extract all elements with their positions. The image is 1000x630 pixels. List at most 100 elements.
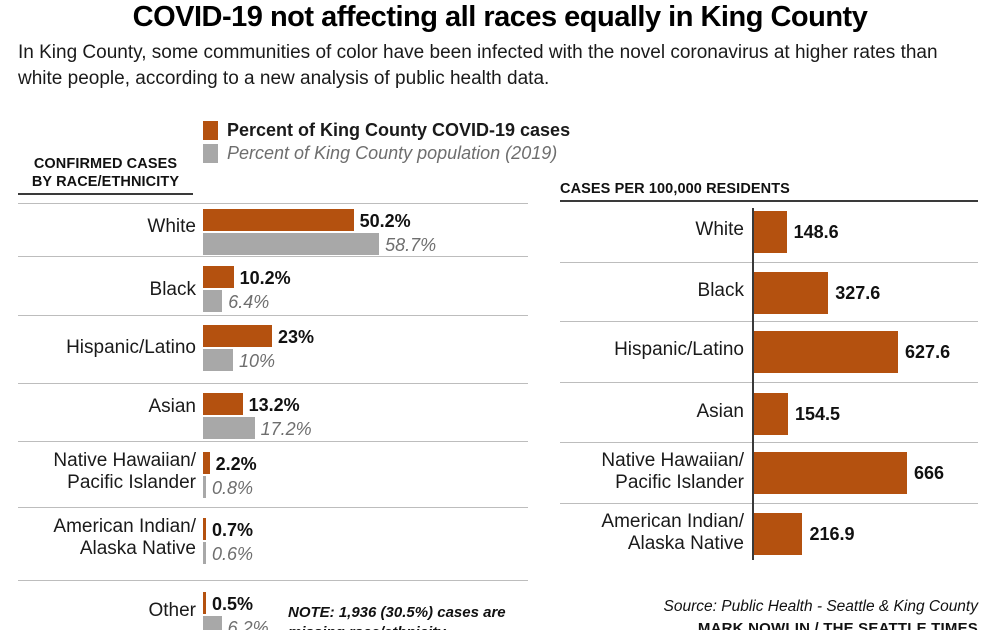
left-bar-cases <box>203 452 210 474</box>
left-row-divider <box>18 315 528 316</box>
legend-item-cases: Percent of King County COVID-19 cases <box>203 119 570 142</box>
right-row-divider <box>560 442 978 443</box>
left-category-label: White <box>8 216 196 238</box>
legend-label-cases: Percent of King County COVID-19 cases <box>227 120 571 140</box>
left-bar-population <box>203 290 223 312</box>
right-bar <box>752 211 787 253</box>
left-bar-cases <box>203 393 243 415</box>
left-bar-value-cases: 23% <box>278 327 315 347</box>
left-bar-population <box>203 542 206 564</box>
left-category-label-line2: Pacific Islander <box>67 472 196 493</box>
left-bar-cases <box>203 209 354 231</box>
left-panel-rule <box>18 193 193 195</box>
right-row-divider <box>560 321 978 322</box>
right-bar <box>752 331 899 373</box>
left-panel-title-line1: CONFIRMED CASES <box>33 156 178 172</box>
credit-line: MARK NOWLIN / THE SEATTLE TIMES <box>697 620 978 630</box>
right-category-label-line1: Native Hawaiian/ <box>601 450 744 471</box>
right-category-label-line1: Hispanic/Latino <box>614 339 744 360</box>
right-category-label: White <box>548 219 744 241</box>
left-row-divider <box>18 256 528 257</box>
left-bar-value-population: 10% <box>239 351 276 371</box>
left-row-divider <box>18 383 528 384</box>
chart-legend: Percent of King County COVID-19 cases Pe… <box>203 119 570 165</box>
right-bar <box>752 393 788 435</box>
left-category-label: Other <box>8 600 196 622</box>
right-category-label: Asian <box>548 401 744 423</box>
left-bar-value-cases: 10.2% <box>239 268 291 288</box>
right-category-label-line2: Pacific Islander <box>615 472 744 493</box>
left-bar-cases <box>203 266 234 288</box>
left-category-label: Black <box>8 279 196 301</box>
right-category-label-line1: American Indian/ <box>601 511 744 532</box>
left-category-label: Hispanic/Latino <box>8 337 196 359</box>
right-category-label: American Indian/Alaska Native <box>548 511 744 555</box>
right-bar-value: 327.6 <box>835 283 881 303</box>
right-bar-value: 666 <box>913 463 945 483</box>
right-row-divider <box>560 382 978 383</box>
right-bar-value: 154.5 <box>794 404 840 424</box>
left-bar-value-cases: 50.2% <box>359 211 411 231</box>
left-category-label-line1: Asian <box>148 396 196 417</box>
right-category-label-line1: White <box>695 219 744 240</box>
left-row-divider <box>18 507 528 508</box>
legend-swatch-cases-icon <box>203 121 218 140</box>
left-category-label: American Indian/Alaska Native <box>8 516 196 560</box>
right-bar <box>752 513 803 555</box>
left-row-divider <box>18 580 528 581</box>
left-bar-value-population: 0.8% <box>212 478 254 498</box>
left-bar-population <box>203 233 380 255</box>
right-panel-title: CASES PER 100,000 RESIDENTS <box>560 181 790 197</box>
page-subtitle: In King County, some communities of colo… <box>18 42 938 89</box>
left-category-label-line1: Other <box>148 600 196 621</box>
chart-note: NOTE: 1,936 (30.5%) cases are missing ra… <box>288 604 506 630</box>
right-category-label-line1: Black <box>697 280 744 301</box>
right-category-label-line2: Alaska Native <box>627 533 744 554</box>
left-row-divider <box>18 441 528 442</box>
left-bar-value-population: 17.2% <box>260 419 312 439</box>
right-bar <box>752 272 829 314</box>
left-bar-value-cases: 2.2% <box>215 454 257 474</box>
right-bar-value: 148.6 <box>793 222 839 242</box>
right-chart-axis-line <box>752 208 754 560</box>
left-category-label-line1: Hispanic/Latino <box>66 337 196 358</box>
page-title: COVID-19 not affecting all races equally… <box>132 1 868 33</box>
left-bar-population <box>203 349 233 371</box>
left-bar-value-population: 0.6% <box>212 544 254 564</box>
left-category-label-line1: White <box>147 216 196 237</box>
right-panel-rule <box>560 200 978 202</box>
right-category-label-line1: Asian <box>696 401 744 422</box>
left-category-label-line1: American Indian/ <box>53 516 196 537</box>
left-bar-value-cases: 13.2% <box>248 395 300 415</box>
left-bar-cases <box>203 325 272 347</box>
left-bar-population <box>203 616 222 630</box>
legend-item-population: Percent of King County population (2019) <box>203 142 570 165</box>
left-bar-population <box>203 417 255 439</box>
right-category-label: Black <box>548 280 744 302</box>
left-category-label: Asian <box>8 396 196 418</box>
left-category-label-line2: Alaska Native <box>79 538 196 559</box>
left-bar-value-cases: 0.5% <box>212 594 254 614</box>
left-bar-value-population: 58.7% <box>385 235 437 255</box>
right-row-divider <box>560 262 978 263</box>
right-category-label: Hispanic/Latino <box>548 339 744 361</box>
right-bar-value: 627.6 <box>905 342 951 362</box>
left-category-label: Native Hawaiian/Pacific Islander <box>8 450 196 494</box>
left-bar-value-cases: 0.7% <box>212 520 254 540</box>
legend-swatch-population-icon <box>203 144 218 163</box>
left-bar-value-population: 6.2% <box>227 618 269 630</box>
left-bar-cases <box>203 592 206 614</box>
left-bar-cases <box>203 518 206 540</box>
right-bar-value: 216.9 <box>809 524 855 544</box>
legend-label-population: Percent of King County population (2019) <box>227 143 558 163</box>
left-row-divider <box>18 203 528 204</box>
left-bar-population <box>203 476 206 498</box>
left-category-label-line1: Native Hawaiian/ <box>53 450 196 471</box>
left-category-label-line1: Black <box>149 279 196 300</box>
right-category-label: Native Hawaiian/Pacific Islander <box>548 450 744 494</box>
right-row-divider <box>560 503 978 504</box>
source-line: Source: Public Health - Seattle & King C… <box>663 598 978 615</box>
right-bar <box>752 452 907 494</box>
left-panel-title-line2: BY RACE/ETHNICITY <box>31 174 180 190</box>
